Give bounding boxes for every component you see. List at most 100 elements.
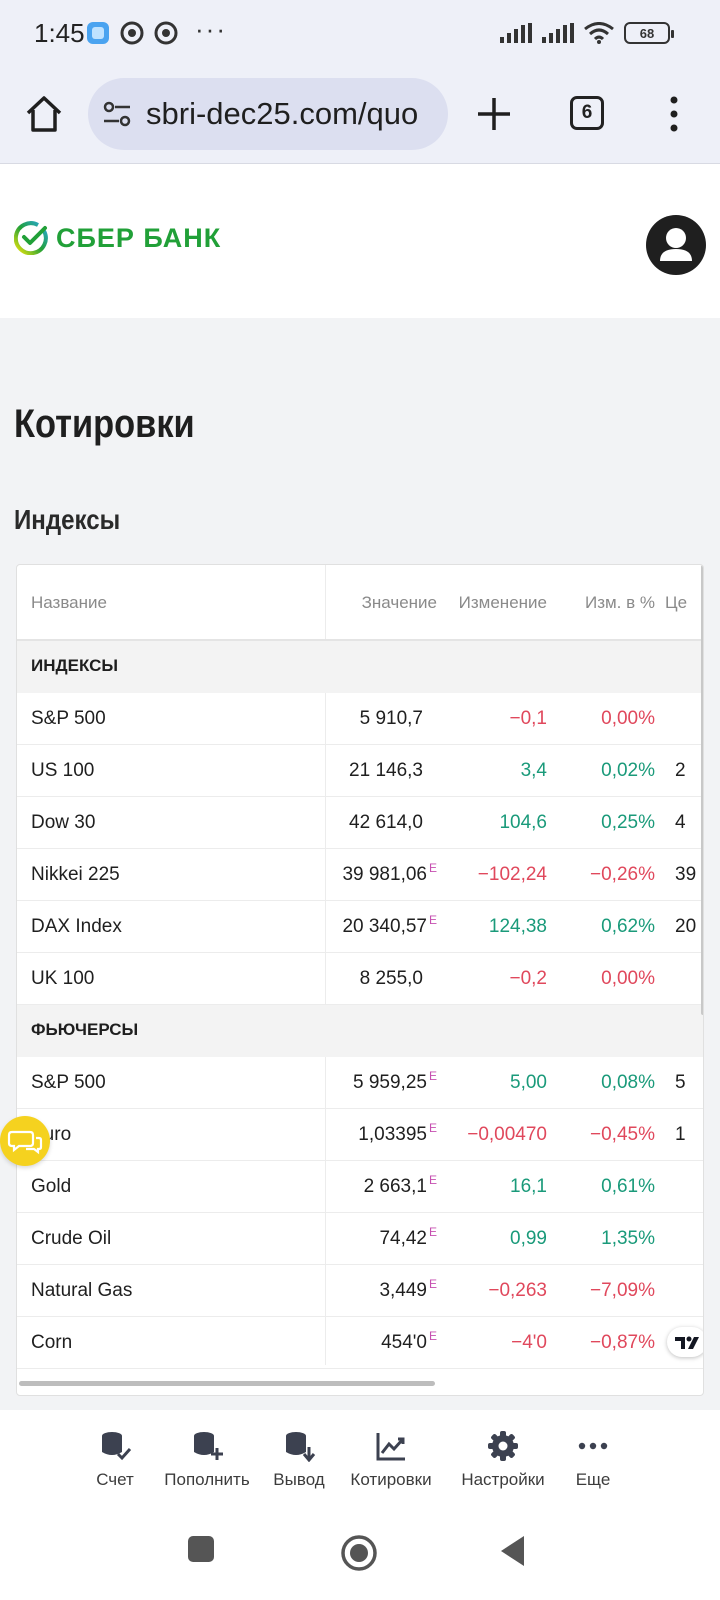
nav-label: Вывод — [273, 1470, 325, 1489]
instrument-change: 104,6 — [499, 812, 547, 833]
instrument-change: −102,24 — [477, 864, 547, 885]
quotes-table[interactable]: Название Значение Изменение Изм. в % Це … — [16, 564, 704, 1396]
value-text: 1,03395 — [358, 1124, 427, 1145]
instrument-value: 42 614,0 — [349, 812, 423, 834]
quotes-chart-icon — [376, 1433, 405, 1461]
new-tab-icon[interactable] — [474, 94, 514, 134]
nav-item-deposit[interactable]: Пополнить — [152, 1430, 262, 1490]
instrument-value: 1,03395 E — [358, 1121, 437, 1146]
table-row[interactable]: Crude Oil 74,42 E 0,99 1,35% — [17, 1213, 703, 1265]
header-pct[interactable]: Изм. в % — [584, 593, 655, 612]
withdraw-coins-icon — [286, 1432, 316, 1462]
nav-label: Настройки — [461, 1470, 545, 1489]
instrument-value: 21 146,3 — [349, 760, 423, 782]
value-text: 21 146,3 — [349, 760, 423, 781]
tab-switcher-button[interactable]: 6 — [570, 96, 604, 130]
instrument-change: −0,263 — [488, 1280, 547, 1301]
instrument-name: Corn — [31, 1332, 73, 1353]
header-extra[interactable]: Це — [665, 593, 688, 612]
instrument-change: 0,99 — [510, 1228, 547, 1249]
table-group-header: ФЬЮЧЕРСЫ — [17, 1005, 703, 1057]
section-title: Индексы — [14, 504, 121, 535]
instrument-change: −0,00470 — [467, 1124, 547, 1145]
vertical-scrollbar[interactable] — [701, 565, 703, 1015]
bottom-navigation: Счет Пополнить Вывод Котировки — [0, 1410, 720, 1514]
nav-label: Котировки — [350, 1470, 432, 1489]
table-row[interactable]: DAX Index 20 340,57 E 124,38 0,62% 20 — [17, 901, 703, 953]
chat-icon — [7, 1130, 43, 1155]
chat-widget-button[interactable] — [0, 1116, 50, 1166]
instrument-change: −0,2 — [509, 968, 547, 989]
instrument-value: 8 255,0 — [360, 968, 423, 990]
nav-item-more[interactable]: Еще — [538, 1430, 648, 1490]
table-row[interactable]: Euro 1,03395 E −0,00470 −0,45% 1 — [17, 1109, 703, 1161]
instrument-change: 124,38 — [488, 916, 547, 937]
status-time: 1:45 — [34, 18, 85, 48]
table-group-header: ИНДЕКСЫ — [17, 641, 703, 693]
g-notification-icon — [154, 21, 178, 45]
profile-avatar[interactable] — [646, 215, 706, 275]
url-text[interactable]: sbri-dec25.com/quo — [146, 96, 419, 131]
nav-label: Пополнить — [164, 1470, 250, 1489]
nav-item-quotes[interactable]: Котировки — [336, 1430, 446, 1490]
value-text: 8 255,0 — [359, 968, 423, 989]
instrument-extra: 20 — [675, 916, 697, 937]
group-label: ИНДЕКСЫ — [31, 656, 119, 675]
site-settings-icon[interactable] — [102, 100, 132, 128]
group-label: ФЬЮЧЕРСЫ — [31, 1020, 139, 1039]
horizontal-scrollbar[interactable] — [19, 1381, 435, 1386]
table-row[interactable]: Corn 454'0 E −4'0 −0,87% — [17, 1317, 703, 1369]
instrument-name: Nikkei 225 — [31, 864, 120, 885]
header-name[interactable]: Название — [31, 593, 107, 612]
recent-apps-icon[interactable] — [186, 1534, 216, 1564]
more-notifications-icon: ··· — [195, 14, 227, 44]
instrument-change: 5,00 — [510, 1072, 547, 1093]
home-button-icon[interactable] — [340, 1534, 378, 1572]
estimate-mark: E — [428, 1121, 437, 1135]
table-row[interactable]: Gold 2 663,1 E 16,1 0,61% — [17, 1161, 703, 1213]
instrument-value: 5 910,7 — [360, 708, 423, 730]
column-divider — [325, 565, 326, 1365]
browser-toolbar: sbri-dec25.com/quo 6 — [0, 70, 720, 164]
table-row[interactable]: Dow 30 42 614,0 104,6 0,25% 4 — [17, 797, 703, 849]
back-icon[interactable] — [498, 1534, 528, 1568]
table-row[interactable]: UK 100 8 255,0 −0,2 0,00% — [17, 953, 703, 1005]
browser-menu-icon[interactable] — [660, 94, 688, 134]
address-bar[interactable]: sbri-dec25.com/quo — [88, 78, 448, 150]
value-text: 454'0 — [381, 1332, 427, 1353]
instrument-name: Natural Gas — [31, 1280, 133, 1301]
instrument-extra: 39 — [675, 864, 697, 885]
estimate-mark: E — [428, 1329, 437, 1343]
instrument-change-pct: 0,00% — [601, 708, 655, 729]
instrument-value: 74,42 E — [379, 1225, 437, 1250]
header-value[interactable]: Значение — [361, 593, 437, 612]
site-header: СБЕР БАНК — [0, 165, 720, 318]
instrument-name: Crude Oil — [31, 1228, 112, 1249]
instrument-change-pct: 0,08% — [601, 1072, 655, 1093]
header-change[interactable]: Изменение — [458, 593, 547, 612]
page-title: Котировки — [14, 402, 195, 446]
sber-logo-icon — [14, 221, 48, 255]
home-icon[interactable] — [22, 92, 66, 136]
instrument-change-pct: −7,09% — [590, 1280, 655, 1301]
wifi-icon — [584, 22, 614, 44]
main-content: Котировки Индексы Название Значение Изме… — [0, 318, 720, 1410]
instrument-change-pct: −0,87% — [590, 1332, 655, 1353]
table-row[interactable]: US 100 21 146,3 3,4 0,02% 2 — [17, 745, 703, 797]
sberbank-logo[interactable]: СБЕР БАНК — [14, 221, 221, 255]
value-text: 20 340,57 — [342, 916, 427, 937]
tradingview-icon[interactable] — [667, 1327, 704, 1357]
table-row[interactable]: Natural Gas 3,449 E −0,263 −7,09% — [17, 1265, 703, 1317]
table-row[interactable]: S&P 500 5 959,25 E 5,00 0,08% 5 — [17, 1057, 703, 1109]
instrument-change: −0,1 — [509, 708, 547, 729]
instrument-name: S&P 500 — [31, 1072, 106, 1093]
nav-item-withdraw[interactable]: Вывод — [244, 1430, 354, 1490]
table-row[interactable]: S&P 500 5 910,7 −0,1 0,00% — [17, 693, 703, 745]
deposit-coins-icon — [194, 1432, 223, 1460]
nav-item-settings[interactable]: Настройки — [448, 1430, 558, 1490]
table-row[interactable]: Nikkei 225 39 981,06 E −102,24 −0,26% 39 — [17, 849, 703, 901]
nav-item-account[interactable]: Счет — [60, 1430, 170, 1490]
instrument-extra: 2 — [675, 760, 686, 781]
tab-count: 6 — [581, 102, 593, 123]
instrument-change-pct: 0,25% — [601, 812, 655, 833]
